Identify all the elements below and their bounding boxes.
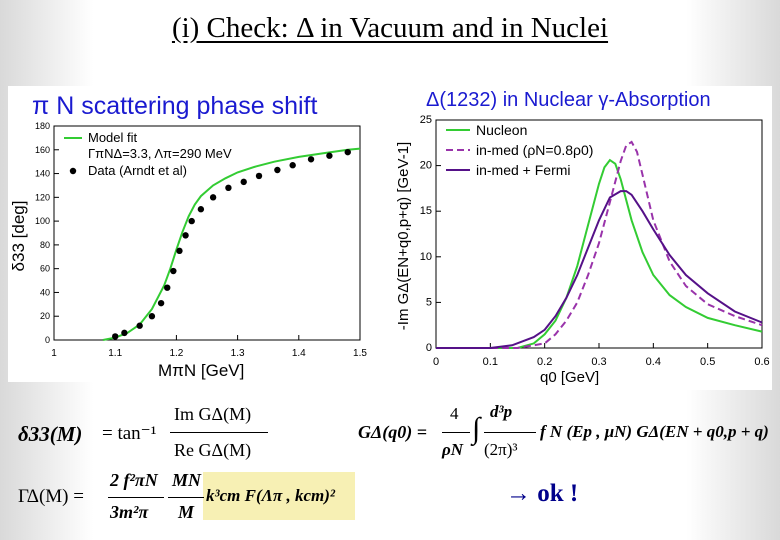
series-line-2 xyxy=(436,190,763,349)
legend-label: ΓπNΔ=3.3, Λπ=290 MeV xyxy=(88,146,232,161)
delta33-denominator: Re GΔ(M) xyxy=(174,440,252,460)
x-tick-label: 1 xyxy=(51,348,57,359)
chart-title: Δ(1232) in Nuclear γ-Absorption xyxy=(426,89,711,111)
gamma-f1-num: 2 f²πN xyxy=(110,470,158,490)
delta33-lhs: δ33(M) xyxy=(18,422,83,446)
y-tick-label: 20 xyxy=(420,160,432,172)
gamma-lhs: ΓΔ(M) = xyxy=(18,486,84,507)
fraction-bar xyxy=(108,497,164,498)
y-tick-label: 80 xyxy=(40,240,50,250)
y-tick-label: 10 xyxy=(420,251,432,263)
fraction-bar xyxy=(170,432,268,433)
x-tick-label: 1.1 xyxy=(108,348,122,359)
gbar-tail: f N (Ep , μN) GΔ(EN + q0,p + q) xyxy=(540,422,769,441)
data-point xyxy=(121,329,128,337)
x-tick-label: 1.3 xyxy=(231,348,245,359)
gbar-equation: GΔ(q0) = 4 ρN ∫ d³p (2π)³ f N (Ep , μN) … xyxy=(358,400,778,470)
x-tick-label: 0.5 xyxy=(700,356,715,368)
data-point xyxy=(197,206,205,213)
slide-title: (i) Check: Δ in Vacuum and in Nuclei xyxy=(171,12,609,44)
x-tick-label: 0.2 xyxy=(537,356,552,368)
x-axis-label: q0 [GeV] xyxy=(540,369,599,386)
gbar-lhs: GΔ(q0) = xyxy=(358,422,428,442)
fraction-bar xyxy=(442,432,470,433)
legend-label: Nucleon xyxy=(476,122,527,138)
legend-swatch-data xyxy=(69,167,77,175)
data-point xyxy=(148,313,156,320)
absorption-svg: Δ(1232) in Nuclear γ-Absorption 0 0.1 0.2 0.… xyxy=(395,89,770,386)
y-tick-label: 100 xyxy=(35,216,50,226)
gbar-integral: ∫ xyxy=(472,412,481,445)
legend-label: in-med + Fermi xyxy=(476,162,571,178)
delta33-tan: = tan⁻¹ xyxy=(102,423,157,444)
x-tick-label: 0.6 xyxy=(754,356,769,368)
data-point xyxy=(274,166,281,174)
y-tick-label: 15 xyxy=(420,205,432,217)
data-point xyxy=(326,152,333,159)
y-axis-label: -Im GΔ(EN+q0,p+q) [GeV-1] xyxy=(395,142,412,330)
delta33-equation: δ33(M) = tan⁻¹ Im GΔ(M) Re GΔ(M) xyxy=(18,400,318,470)
data-point xyxy=(240,178,247,186)
absorption-chart: Δ(1232) in Nuclear γ-Absorption 0 0.1 0.2 0.… xyxy=(390,86,772,390)
y-tick-label: 40 xyxy=(40,287,50,297)
y-tick-label: 0 xyxy=(426,342,432,354)
x-tick-label: 1.2 xyxy=(169,348,183,359)
data-point xyxy=(344,148,351,156)
gbar-f1-den: ρN xyxy=(442,440,464,459)
legend-label: Data (Arndt et al) xyxy=(88,163,187,178)
gbar-f2-den: (2π)³ xyxy=(484,440,518,459)
fraction-bar xyxy=(168,497,204,498)
phase-shift-svg: π N scattering phase shift 1 1.1 1.2 1.3 1.4 1… xyxy=(9,92,367,380)
data-point xyxy=(170,267,177,275)
ok-label: → ok ! xyxy=(506,480,579,507)
gamma-f2-num: MN xyxy=(172,470,202,490)
highlight-box xyxy=(203,472,355,520)
phase-shift-chart: π N scattering phase shift 1 1.1 1.2 1.3 1.4 1… xyxy=(8,86,380,382)
data-point xyxy=(188,217,195,225)
gbar-f2-num: d³p xyxy=(490,402,513,421)
data-point xyxy=(209,194,217,201)
delta33-numerator: Im GΔ(M) xyxy=(174,404,252,424)
data-point xyxy=(182,232,189,239)
y-tick-label: 0 xyxy=(45,335,50,345)
data-point xyxy=(136,322,143,329)
series-line-0 xyxy=(436,158,763,349)
data-point xyxy=(255,172,263,180)
x-axis-label: MπN [GeV] xyxy=(158,361,244,380)
data-point xyxy=(289,162,296,169)
x-tick-label: 1.4 xyxy=(292,348,306,359)
series-line-1 xyxy=(436,140,763,349)
y-tick-label: 5 xyxy=(426,296,432,308)
plot-frame xyxy=(53,125,361,341)
y-tick-label: 140 xyxy=(35,169,50,179)
gamma-f1-den: 3m²π xyxy=(110,502,149,522)
y-tick-label: 60 xyxy=(40,264,50,274)
gamma-equation: ΓΔ(M) = 2 f²πN 3m²π MN M k³cm F(Λπ , kcm… xyxy=(18,470,368,530)
gamma-tail: k³cm F(Λπ , kcm)² xyxy=(206,486,336,505)
series-line-0 xyxy=(102,147,361,341)
fraction-bar xyxy=(484,432,536,433)
gamma-f2-den: M xyxy=(178,502,195,522)
data-point xyxy=(307,156,315,163)
data-point xyxy=(112,333,119,340)
legend-label: Model fit xyxy=(88,130,138,145)
gbar-f1-num: 4 xyxy=(450,404,459,423)
x-tick-label: 0.3 xyxy=(591,356,606,368)
y-tick-label: 20 xyxy=(40,311,50,321)
data-point xyxy=(157,299,165,307)
data-point xyxy=(164,284,171,291)
x-tick-label: 0 xyxy=(433,356,439,368)
data-point xyxy=(225,184,232,192)
y-tick-label: 120 xyxy=(35,192,50,202)
data-point xyxy=(176,247,183,255)
y-axis-label: δ33 [deg] xyxy=(9,201,28,272)
legend-label: in-med (ρN=0.8ρ0) xyxy=(476,142,593,158)
chart-title: π N scattering phase shift xyxy=(32,92,317,120)
x-tick-label: 0.4 xyxy=(646,356,661,368)
x-tick-label: 0.1 xyxy=(483,356,498,368)
x-tick-label: 1.5 xyxy=(353,348,367,359)
y-tick-label: 180 xyxy=(35,121,50,131)
y-tick-label: 25 xyxy=(420,114,432,126)
y-tick-label: 160 xyxy=(35,145,50,155)
